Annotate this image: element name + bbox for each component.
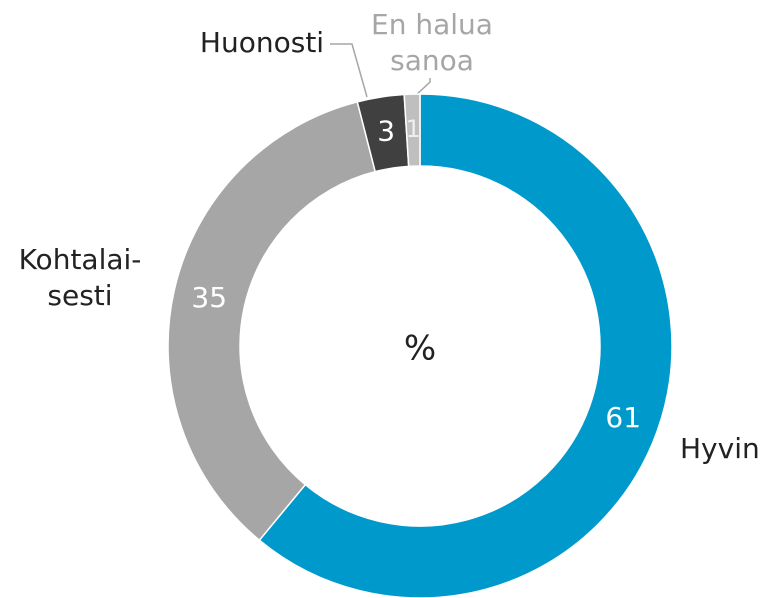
donut-segment: [258, 93, 673, 598]
center-label: %: [404, 329, 436, 369]
category-label: Hyvin: [680, 432, 760, 465]
data-label: 1: [406, 115, 421, 143]
data-label: 61: [605, 401, 641, 434]
leader-line: [330, 43, 368, 98]
data-label: 3: [377, 115, 395, 148]
donut-segment: [167, 101, 377, 542]
donut-segment: [403, 93, 421, 168]
leader-line: [414, 78, 431, 97]
category-label: En halua sanoa: [371, 8, 493, 77]
category-label: Kohtalai-sesti: [19, 243, 142, 312]
category-label: Huonosti: [200, 26, 324, 59]
data-label: 35: [191, 281, 227, 314]
